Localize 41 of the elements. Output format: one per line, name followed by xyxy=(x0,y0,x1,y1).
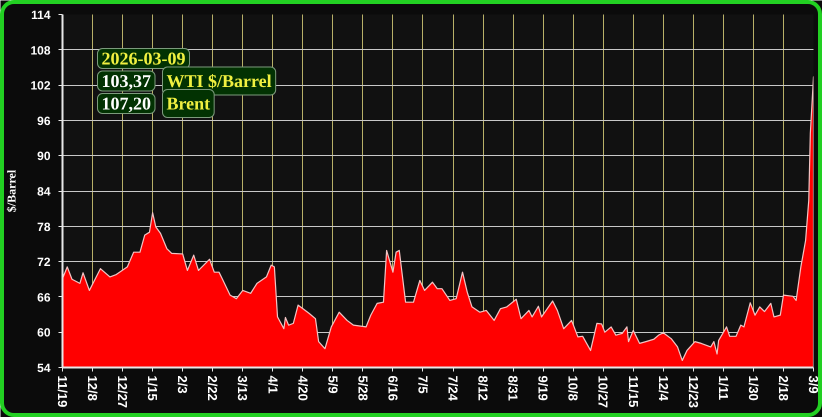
x-tick-label: 1/30 xyxy=(746,376,761,401)
y-tick-label: 108 xyxy=(30,43,51,58)
x-tick-label: 10/8 xyxy=(566,376,581,401)
y-tick-label: 72 xyxy=(37,255,51,270)
y-tick-label: 96 xyxy=(37,114,51,128)
annotation: 103,37 WTI $/Barrel xyxy=(102,71,272,91)
x-tick-label: 5/9 xyxy=(325,376,340,394)
y-tick-label: 114 xyxy=(31,8,51,22)
annotation: 107,20 Brent xyxy=(102,94,210,114)
x-tick-label: 12/4 xyxy=(656,376,671,402)
x-tick-label: 2/18 xyxy=(776,376,791,401)
y-axis-title: $/Barrel xyxy=(4,169,18,212)
y-tick-label: 102 xyxy=(30,78,51,93)
x-tick-label: 3/9 xyxy=(806,376,821,394)
y-tick-label: 90 xyxy=(37,149,51,164)
y-tick-label: 66 xyxy=(37,290,51,304)
x-tick-label: 9/19 xyxy=(536,376,551,401)
y-tick-label: 54 xyxy=(37,361,51,375)
x-tick-label: 8/31 xyxy=(506,376,521,401)
x-tick-label: 12/23 xyxy=(686,376,701,408)
x-tick-label: 10/27 xyxy=(596,376,611,408)
x-tick-label: 7/24 xyxy=(446,376,461,402)
x-tick-label: 12/8 xyxy=(85,376,100,401)
x-tick-label: 4/20 xyxy=(295,376,310,401)
y-tick-label: 60 xyxy=(37,326,51,340)
x-tick-label: 8/12 xyxy=(476,376,491,401)
x-tick-label: 7/5 xyxy=(415,376,430,394)
y-tick-label: 78 xyxy=(37,220,51,234)
x-tick-label: 11/15 xyxy=(626,376,641,408)
x-tick-label: 3/13 xyxy=(235,376,250,401)
x-tick-label: 11/19 xyxy=(55,376,70,408)
x-tick-label: 2/22 xyxy=(205,376,220,401)
x-tick-label: 1/15 xyxy=(145,376,160,401)
x-tick-label: 6/16 xyxy=(385,376,400,401)
x-tick-label: 2/3 xyxy=(175,376,190,394)
x-tick-label: 1/11 xyxy=(716,376,731,400)
x-tick-label: 5/28 xyxy=(355,376,370,401)
x-tick-label: 4/1 xyxy=(265,376,280,394)
annotation: 2026-03-09 xyxy=(102,48,186,68)
y-tick-label: 84 xyxy=(37,184,51,198)
x-tick-label: 12/27 xyxy=(115,376,130,408)
